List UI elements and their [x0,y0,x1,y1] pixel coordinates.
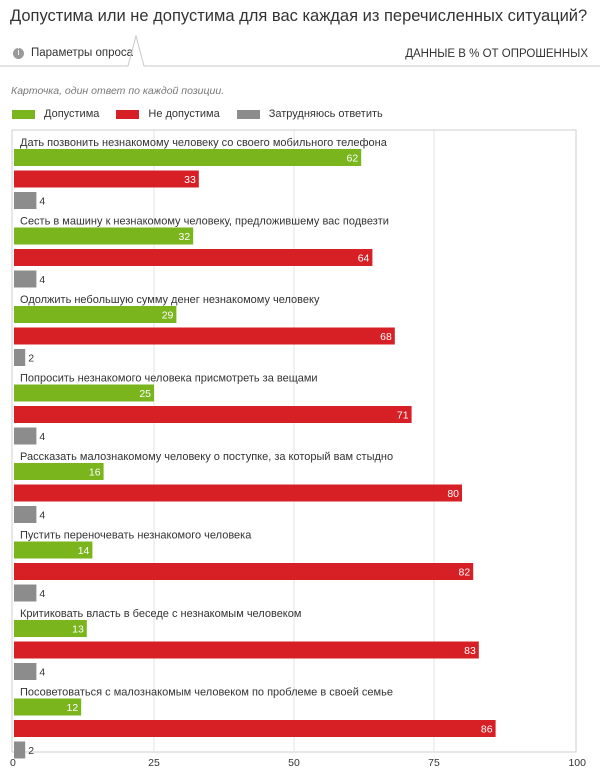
survey-note: Карточка, один ответ по каждой позиции. [11,85,225,97]
bar [14,698,82,716]
data-label: 68 [380,331,392,343]
data-label: 71 [397,410,409,422]
data-label: 2 [28,353,34,365]
legend-item-not-acceptable: Не допустима [116,108,220,120]
data-label: 13 [72,624,84,636]
data-label: 4 [39,667,45,679]
bar [14,741,26,759]
category-label: Пустить переночевать незнакомого человек… [20,530,252,542]
data-label: 4 [39,274,45,286]
legend-label: Не допустима [148,108,220,120]
data-label: 82 [459,567,471,579]
bar [14,720,496,737]
bar [14,406,412,423]
x-tick-label: 50 [288,757,300,769]
data-label: 29 [162,310,174,322]
data-label: 4 [39,510,45,522]
legend: Допустима Не допустима Затрудняюсь ответ… [12,108,400,120]
data-label: 12 [67,702,79,714]
category-label: Посоветоваться с малознакомым человеком … [20,687,393,699]
x-tick-label: 100 [568,757,586,769]
bar [14,327,395,345]
bar [14,427,37,445]
bar [14,620,87,637]
category-label: Попросить незнакомого человека присмотре… [20,373,318,385]
legend-swatch [236,109,260,119]
bar [14,641,479,659]
bar [14,270,37,288]
data-label: 62 [347,153,359,165]
data-label: 16 [89,467,101,479]
category-label: Одолжить небольшую сумму денег незнакомо… [20,294,320,306]
data-label: 86 [481,724,493,736]
data-label: 4 [39,431,45,443]
data-label: 80 [447,488,459,500]
bar [14,384,154,402]
bar [14,563,474,580]
category-label: Рассказать малознакомому человеку о пост… [20,451,393,463]
legend-item-acceptable: Допустима [12,108,99,120]
data-label: 4 [39,196,45,208]
data-label: 33 [184,174,196,186]
x-tick-label: 0 [10,757,16,769]
bar [14,249,373,266]
bar [14,149,362,166]
data-label: 25 [139,388,151,400]
data-label: 2 [28,745,34,757]
category-label: Сесть в машину к незнакомому человеку, п… [20,216,389,228]
bar [14,349,26,366]
bar [14,227,194,245]
bar [14,306,177,323]
x-tick-label: 25 [148,757,160,769]
data-label: 64 [358,253,370,265]
bar [14,584,37,602]
bar [14,506,37,523]
data-label: 83 [464,645,476,657]
bar [14,541,93,559]
data-label: 32 [179,231,191,243]
bar [14,663,37,680]
legend-item-undecided: Затрудняюсь ответить [236,108,383,120]
legend-label: Допустима [44,108,100,120]
category-label: Дать позвонить незнакомому человеку со с… [20,137,388,149]
bar [14,170,199,188]
x-tick-label: 75 [428,757,440,769]
bar [14,463,104,480]
data-label: 14 [78,545,90,557]
bar [14,192,37,209]
legend-label: Затрудняюсь ответить [268,108,383,120]
category-label: Критиковать власть в беседе с незнакомым… [20,608,301,620]
chart-title: Допустима или не допустима для вас кажда… [10,7,588,25]
legend-swatch [116,109,140,119]
data-label: 4 [39,588,45,600]
bar [14,484,462,502]
legend-swatch [12,109,35,119]
